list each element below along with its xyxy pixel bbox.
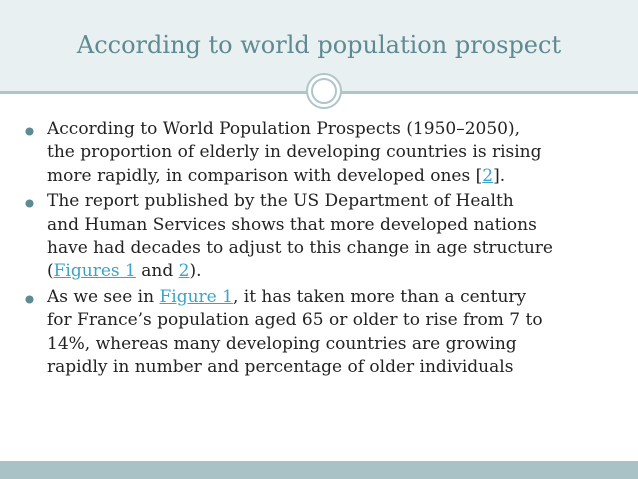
- bullet-3-line-2: for France’s population aged 65 or older…: [47, 310, 543, 331]
- bullet-marker-icon: [25, 295, 34, 304]
- bullet-2-and: and: [135, 261, 179, 282]
- bullet-1-line-2: the proportion of elderly in developing …: [47, 142, 542, 163]
- bullet-2-line-2: and Human Services shows that more devel…: [47, 214, 537, 235]
- bullet-2-paren-close: ).: [189, 261, 202, 282]
- list-item: The report published by the US Departmen…: [24, 190, 624, 284]
- list-item: According to World Population Prospects …: [24, 118, 624, 188]
- bullet-1-text: more rapidly, in comparison with develop…: [47, 165, 483, 186]
- figure-1-link[interactable]: Figure 1: [159, 286, 233, 307]
- bullet-1-line-3: more rapidly, in comparison with develop…: [47, 165, 624, 188]
- bullet-3-line-1: As we see in Figure 1, it has taken more…: [47, 286, 624, 309]
- figures-1-link[interactable]: Figures 1: [53, 261, 136, 282]
- circle-ornament-icon: [306, 73, 342, 109]
- bullet-marker-icon: [25, 199, 34, 208]
- bullet-2-line-3: have had decades to adjust to this chang…: [47, 238, 553, 259]
- slide-title: According to world population prospect: [76, 31, 562, 59]
- figure-2-link[interactable]: 2: [178, 261, 190, 282]
- bullet-2-line-1: The report published by the US Departmen…: [47, 191, 514, 212]
- bullet-1-line-1: According to World Population Prospects …: [47, 119, 520, 139]
- bullet-marker-icon: [25, 127, 34, 136]
- bullet-3-line-4: rapidly in number and percentage of olde…: [47, 357, 514, 378]
- list-item: As we see in Figure 1, it has taken more…: [24, 286, 624, 380]
- bullet-2-paren-open: (: [47, 261, 54, 282]
- reference-2-link[interactable]: 2: [482, 165, 494, 186]
- bullet-3-text-end: , it has taken more than a century: [232, 286, 527, 307]
- bullet-3-text: As we see in: [47, 286, 160, 307]
- bullet-1-text-end: ].: [493, 165, 506, 186]
- footer-band: [0, 461, 638, 479]
- bullet-3-line-3: 14%, whereas many developing countries a…: [47, 333, 517, 354]
- bullet-list: According to World Population Prospects …: [24, 118, 624, 381]
- bullet-2-line-4: (Figures 1 and 2).: [47, 260, 624, 283]
